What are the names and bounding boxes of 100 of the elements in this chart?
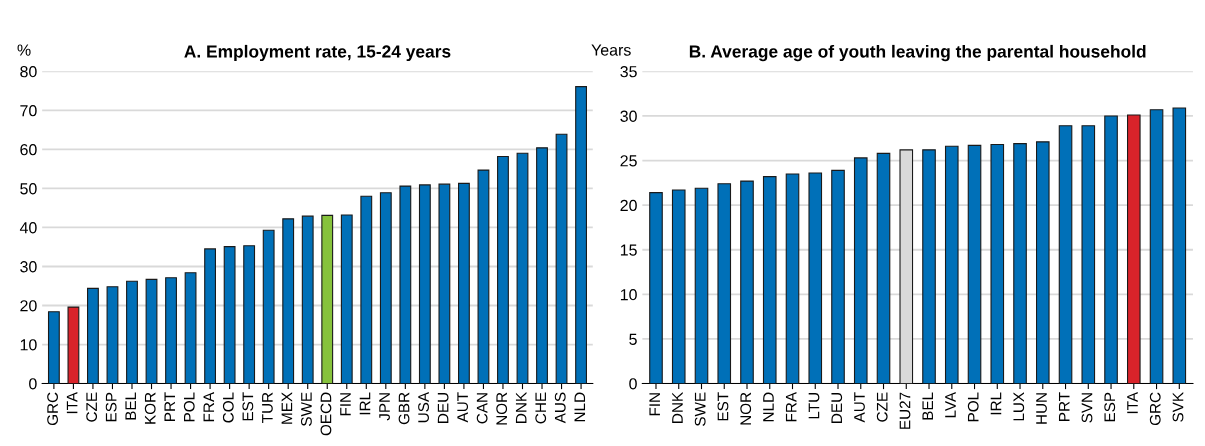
- bar: [477, 169, 490, 384]
- x-tick-label: TUR: [262, 392, 273, 423]
- bar: [1126, 114, 1141, 384]
- bar: [106, 286, 119, 384]
- y-tick-label: 20: [620, 199, 637, 212]
- x-tick-label: FRA: [785, 391, 797, 422]
- x-tick-label: EST: [242, 392, 254, 421]
- x-tick-label: FIN: [340, 393, 351, 416]
- x-tick-label: EST: [717, 392, 729, 421]
- x-tick-label: ESP: [1104, 392, 1116, 422]
- bar: [831, 169, 845, 384]
- bar: [694, 187, 709, 384]
- x-tick-label: LTU: [808, 393, 820, 419]
- y-tick-label: 40: [19, 222, 37, 234]
- x-tick-label: GRC: [1149, 392, 1161, 426]
- bar: [1035, 141, 1050, 384]
- x-tick-label: EU27: [899, 392, 911, 429]
- x-tick-label: AUT: [854, 392, 865, 423]
- y-tick-label: 0: [29, 378, 37, 390]
- bar: [516, 152, 529, 384]
- bar: [438, 183, 451, 384]
- y-tick-label: 70: [20, 105, 37, 117]
- x-tick-label: OECD: [320, 392, 332, 436]
- bar: [1081, 125, 1096, 384]
- x-tick-label: SWE: [301, 392, 312, 426]
- y-tick-label: 60: [20, 144, 37, 156]
- bar: [944, 145, 959, 384]
- y-axis-title: %: [17, 44, 31, 56]
- bar: [649, 192, 663, 384]
- bar: [536, 147, 548, 384]
- x-tick-label: DEU: [831, 393, 843, 423]
- bar: [126, 280, 138, 384]
- x-tick-label: AUS: [554, 392, 566, 424]
- bar: [340, 214, 353, 384]
- bar: [853, 157, 868, 384]
- bar: [762, 176, 777, 384]
- bar: [223, 246, 236, 384]
- x-tick-label: PRT: [1058, 392, 1070, 421]
- bar: [379, 192, 392, 384]
- x-tick-label: BEL: [922, 392, 933, 420]
- x-tick-label: DNK: [672, 392, 683, 423]
- x-tick-label: LUX: [1013, 392, 1025, 421]
- bar: [301, 215, 314, 384]
- x-tick-label: PRT: [164, 392, 175, 421]
- x-tick-label: CZE: [876, 392, 888, 422]
- y-tick-label: 15: [620, 244, 637, 256]
- bar: [1104, 115, 1118, 384]
- y-tick-label: 10: [20, 339, 37, 351]
- bar: [204, 248, 217, 384]
- bar: [808, 172, 823, 384]
- bar: [87, 287, 99, 384]
- x-tick-label: LVA: [945, 391, 956, 418]
- bar: [990, 143, 1005, 384]
- bar: [740, 180, 754, 384]
- x-tick-label: NLD: [763, 392, 774, 422]
- bar: [321, 214, 334, 384]
- x-tick-label: USA: [418, 391, 429, 423]
- bar: [399, 185, 412, 384]
- y-tick-label: 25: [620, 155, 637, 167]
- bar: [785, 173, 800, 384]
- x-tick-label: ITA: [1127, 391, 1138, 414]
- x-tick-label: AUT: [457, 392, 469, 423]
- x-tick-label: SVN: [1081, 393, 1093, 423]
- y-tick-label: 80: [20, 65, 37, 78]
- y-tick-label: 30: [20, 261, 37, 273]
- chart-title: B. Average age of youth leaving the parental household: [689, 44, 1146, 62]
- x-tick-label: COL: [222, 392, 234, 423]
- bar: [1149, 109, 1164, 384]
- bar: [671, 189, 686, 384]
- y-axis-title: Years: [591, 44, 631, 56]
- bar: [184, 272, 197, 384]
- x-tick-label: JPN: [379, 393, 390, 421]
- bar: [145, 278, 158, 384]
- x-tick-label: GRC: [47, 392, 58, 426]
- x-tick-label: ESP: [105, 392, 117, 422]
- bar: [360, 195, 373, 384]
- y-tick-label: 5: [629, 333, 637, 345]
- bar: [243, 245, 256, 384]
- y-tick-label: 0: [629, 378, 637, 390]
- x-tick-label: POL: [967, 392, 979, 422]
- x-tick-label: NLD: [574, 392, 586, 422]
- x-tick-label: NOR: [740, 392, 752, 425]
- x-tick-label: MEX: [281, 392, 293, 424]
- x-tick-label: CAN: [476, 393, 488, 424]
- bar: [575, 86, 587, 384]
- bar: [497, 155, 509, 384]
- x-tick-label: ITA: [66, 391, 78, 414]
- bar: [165, 277, 177, 384]
- x-tick-label: GBR: [398, 392, 410, 425]
- bar: [457, 182, 470, 384]
- y-tick-label: 10: [620, 288, 637, 301]
- bar: [1172, 107, 1187, 384]
- bar: [555, 133, 568, 384]
- x-tick-label: CZE: [86, 392, 98, 422]
- y-tick-label: 50: [20, 183, 37, 195]
- bar: [922, 149, 936, 384]
- bar: [1013, 143, 1027, 384]
- x-tick-label: SVK: [1172, 392, 1184, 422]
- y-tick-label: 20: [20, 300, 37, 312]
- bar: [67, 306, 80, 384]
